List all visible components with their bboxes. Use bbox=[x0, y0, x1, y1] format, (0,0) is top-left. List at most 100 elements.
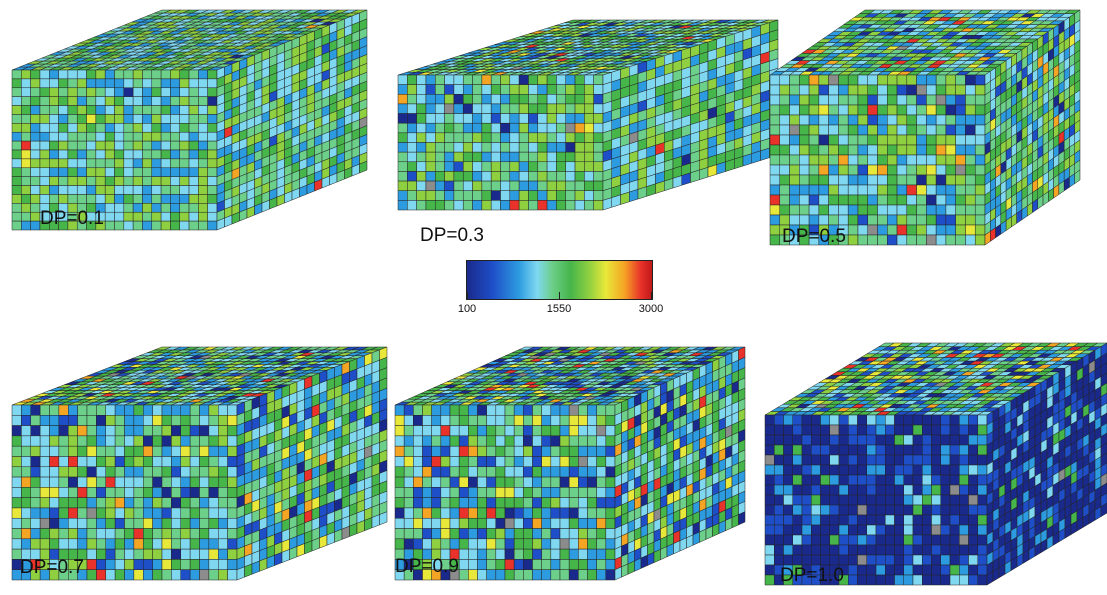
front-cell bbox=[11, 487, 22, 498]
front-cell bbox=[58, 487, 69, 498]
front-cell bbox=[847, 204, 859, 216]
front-cell bbox=[945, 214, 956, 226]
front-cell bbox=[86, 476, 97, 488]
front-cell bbox=[142, 105, 153, 115]
front-cell bbox=[896, 104, 908, 116]
front-cell bbox=[143, 466, 153, 478]
front-cell bbox=[49, 78, 59, 89]
front-cell bbox=[906, 234, 917, 246]
front-cell bbox=[171, 528, 181, 540]
front-cell bbox=[152, 456, 163, 468]
front-cell bbox=[114, 105, 125, 115]
front-cell bbox=[509, 84, 520, 95]
front-cell bbox=[462, 132, 473, 143]
front-cell bbox=[105, 517, 116, 529]
front-cell bbox=[769, 124, 781, 136]
front-cell bbox=[105, 425, 116, 437]
front-cell bbox=[462, 171, 473, 182]
front-cell bbox=[124, 528, 135, 540]
front-cell bbox=[198, 69, 208, 80]
front-cell bbox=[67, 114, 78, 124]
front-cell bbox=[39, 456, 50, 468]
front-cell bbox=[828, 94, 839, 106]
front-cell bbox=[96, 559, 106, 570]
front-cell bbox=[77, 445, 88, 457]
front-cell bbox=[565, 103, 576, 114]
front-cell bbox=[68, 425, 78, 437]
front-cell bbox=[916, 134, 927, 146]
front-cell bbox=[123, 87, 134, 97]
front-cell bbox=[935, 84, 947, 96]
front-cell bbox=[887, 84, 898, 96]
front-cell bbox=[779, 104, 790, 116]
front-cell bbox=[114, 569, 125, 581]
front-cell bbox=[906, 174, 917, 186]
front-cell bbox=[86, 114, 97, 124]
front-cell bbox=[779, 154, 790, 166]
front-cell bbox=[556, 122, 566, 134]
front-cell bbox=[208, 456, 219, 468]
front-cell bbox=[769, 94, 781, 106]
front-cell bbox=[124, 476, 135, 488]
front-cell bbox=[955, 164, 966, 176]
front-cell bbox=[218, 548, 228, 560]
front-cell bbox=[123, 194, 134, 204]
front-cell bbox=[58, 131, 69, 142]
front-cell bbox=[574, 74, 585, 85]
front-cell bbox=[974, 154, 986, 166]
front-cell bbox=[188, 211, 199, 222]
front-cell bbox=[58, 176, 69, 186]
front-cell bbox=[500, 171, 511, 182]
front-cell bbox=[180, 517, 191, 529]
front-cell bbox=[95, 131, 106, 142]
front-cell bbox=[416, 180, 427, 191]
front-cell bbox=[161, 559, 172, 570]
front-cell bbox=[218, 517, 228, 529]
front-cell bbox=[179, 131, 190, 142]
front-cell bbox=[132, 123, 143, 133]
front-cell bbox=[208, 435, 219, 447]
front-cell bbox=[453, 190, 464, 201]
front-cell bbox=[123, 131, 134, 142]
front-cell bbox=[151, 176, 162, 186]
front-cell bbox=[435, 94, 445, 105]
front-cell bbox=[30, 185, 41, 195]
front-cell bbox=[189, 569, 200, 581]
front-cell bbox=[896, 144, 908, 156]
front-cell bbox=[49, 425, 60, 437]
front-cell bbox=[528, 122, 539, 134]
front-cell bbox=[180, 507, 191, 519]
front-cell bbox=[86, 435, 97, 447]
front-cell bbox=[227, 528, 238, 540]
front-cell bbox=[68, 538, 78, 550]
front-cell bbox=[124, 559, 135, 570]
front-cell bbox=[133, 466, 144, 478]
front-cell bbox=[955, 214, 966, 226]
front-cell bbox=[132, 96, 143, 106]
front-cell bbox=[407, 84, 417, 95]
front-cell bbox=[86, 445, 97, 457]
front-cell bbox=[161, 415, 172, 426]
front-cell bbox=[132, 87, 143, 97]
front-cell bbox=[86, 404, 97, 416]
front-cell bbox=[198, 220, 208, 231]
front-cell bbox=[528, 200, 539, 211]
front-cell bbox=[546, 151, 557, 163]
front-cell bbox=[171, 425, 181, 437]
front-cell bbox=[574, 200, 585, 211]
front-cell bbox=[11, 96, 22, 106]
front-cell bbox=[218, 476, 228, 488]
front-cell bbox=[838, 154, 849, 166]
front-cell bbox=[490, 142, 501, 153]
front-cell bbox=[935, 234, 947, 246]
front-cell bbox=[21, 466, 31, 478]
front-cell bbox=[453, 74, 464, 85]
front-cell bbox=[472, 190, 483, 201]
front-cell bbox=[500, 190, 511, 201]
front-cell bbox=[867, 94, 878, 106]
front-cell bbox=[39, 105, 50, 115]
front-cell bbox=[207, 176, 218, 186]
front-cell bbox=[68, 476, 78, 488]
front-cell bbox=[67, 96, 78, 106]
front-cell bbox=[462, 74, 473, 85]
